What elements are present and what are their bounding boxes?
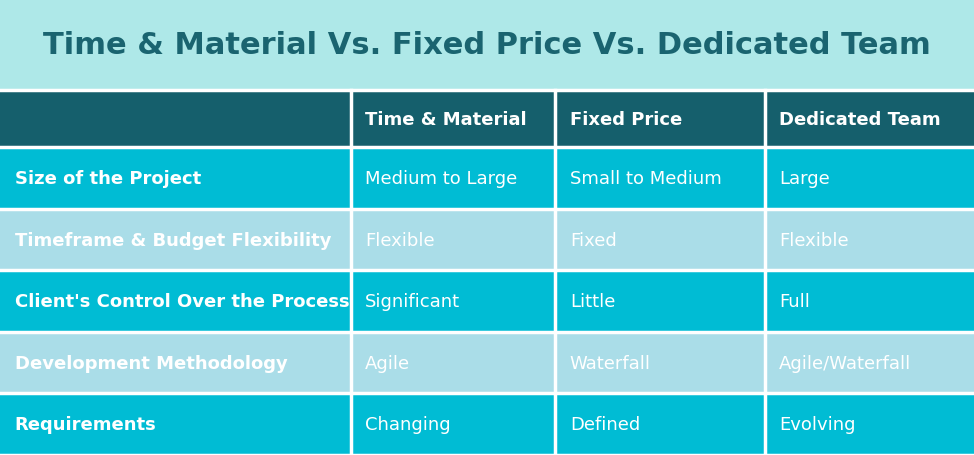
Text: Time & Material: Time & Material [365, 111, 527, 128]
Text: Large: Large [779, 170, 830, 187]
Bar [0, 271, 974, 332]
Text: Size of the Project: Size of the Project [15, 170, 201, 187]
Bar [0, 91, 974, 148]
Text: Medium to Large: Medium to Large [365, 170, 517, 187]
Text: Full: Full [779, 293, 810, 310]
Bar [0, 394, 974, 455]
Text: Flexible: Flexible [779, 231, 848, 249]
Text: Waterfall: Waterfall [570, 354, 651, 372]
Text: Flexible: Flexible [365, 231, 434, 249]
Text: Requirements: Requirements [15, 415, 157, 433]
Text: Small to Medium: Small to Medium [570, 170, 722, 187]
Bar [0, 148, 974, 209]
Text: Fixed Price: Fixed Price [570, 111, 682, 128]
Text: Agile/Waterfall: Agile/Waterfall [779, 354, 912, 372]
Text: Fixed: Fixed [570, 231, 617, 249]
Bar [0, 0, 974, 91]
Text: Defined: Defined [570, 415, 640, 433]
Text: Changing: Changing [365, 415, 451, 433]
Text: Evolving: Evolving [779, 415, 856, 433]
Text: Client's Control Over the Process: Client's Control Over the Process [15, 293, 350, 310]
Text: Significant: Significant [365, 293, 461, 310]
Text: Agile: Agile [365, 354, 410, 372]
Text: Development Methodology: Development Methodology [15, 354, 287, 372]
Text: Time & Material Vs. Fixed Price Vs. Dedicated Team: Time & Material Vs. Fixed Price Vs. Dedi… [43, 31, 931, 60]
Text: Little: Little [570, 293, 616, 310]
Text: Dedicated Team: Dedicated Team [779, 111, 941, 128]
Text: Timeframe & Budget Flexibility: Timeframe & Budget Flexibility [15, 231, 331, 249]
Bar [0, 332, 974, 394]
Bar [0, 209, 974, 271]
